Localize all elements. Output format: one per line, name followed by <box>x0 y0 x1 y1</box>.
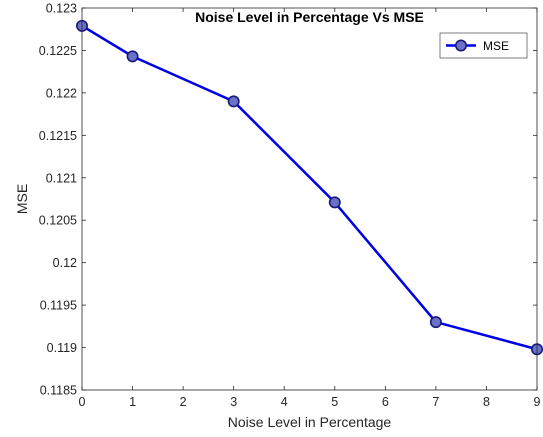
legend-marker-swatch <box>454 39 467 52</box>
x-tick-label: 8 <box>483 395 490 409</box>
data-point <box>429 316 442 329</box>
y-tick-label: 0.1215 <box>39 129 77 143</box>
y-tick-label: 0.1205 <box>39 214 77 228</box>
y-axis-label: MSE <box>14 184 30 214</box>
x-tick-label: 0 <box>79 395 86 409</box>
y-tick-label: 0.119 <box>47 341 77 355</box>
data-point <box>126 50 139 63</box>
plot-area <box>82 8 537 390</box>
x-tick-label: 2 <box>180 395 187 409</box>
legend-label: MSE <box>483 39 509 53</box>
axes-box <box>81 7 538 391</box>
y-tick-label: 0.12 <box>53 256 77 270</box>
y-tick-label: 0.121 <box>46 171 77 185</box>
x-tick-label: 1 <box>129 395 136 409</box>
x-tick-label: 4 <box>281 395 288 409</box>
x-tick-label: 9 <box>534 395 541 409</box>
y-tick-label: 0.1185 <box>40 384 77 398</box>
y-tick-label: 0.123 <box>46 2 77 16</box>
y-tick-label: 0.1195 <box>40 299 77 313</box>
y-tick-label: 0.1225 <box>39 44 77 58</box>
series-line <box>81 24 538 351</box>
legend: MSE <box>439 32 528 59</box>
x-tick-label: 3 <box>230 395 237 409</box>
y-tick-label: 0.122 <box>46 86 77 100</box>
data-point <box>328 196 341 209</box>
chart-title: Noise Level in Percentage Vs MSE <box>195 9 424 25</box>
data-point <box>227 95 240 108</box>
x-tick-label: 7 <box>432 395 439 409</box>
ticks: 0 1 2 3 4 5 6 7 8 9 0.1185 0.119 0.1195 0.12 0.1205 0.1… <box>39 2 541 410</box>
x-axis-label: Noise Level in Percentage <box>228 414 392 430</box>
x-tick-label: 6 <box>382 395 389 409</box>
x-tick-label: 5 <box>331 395 338 409</box>
